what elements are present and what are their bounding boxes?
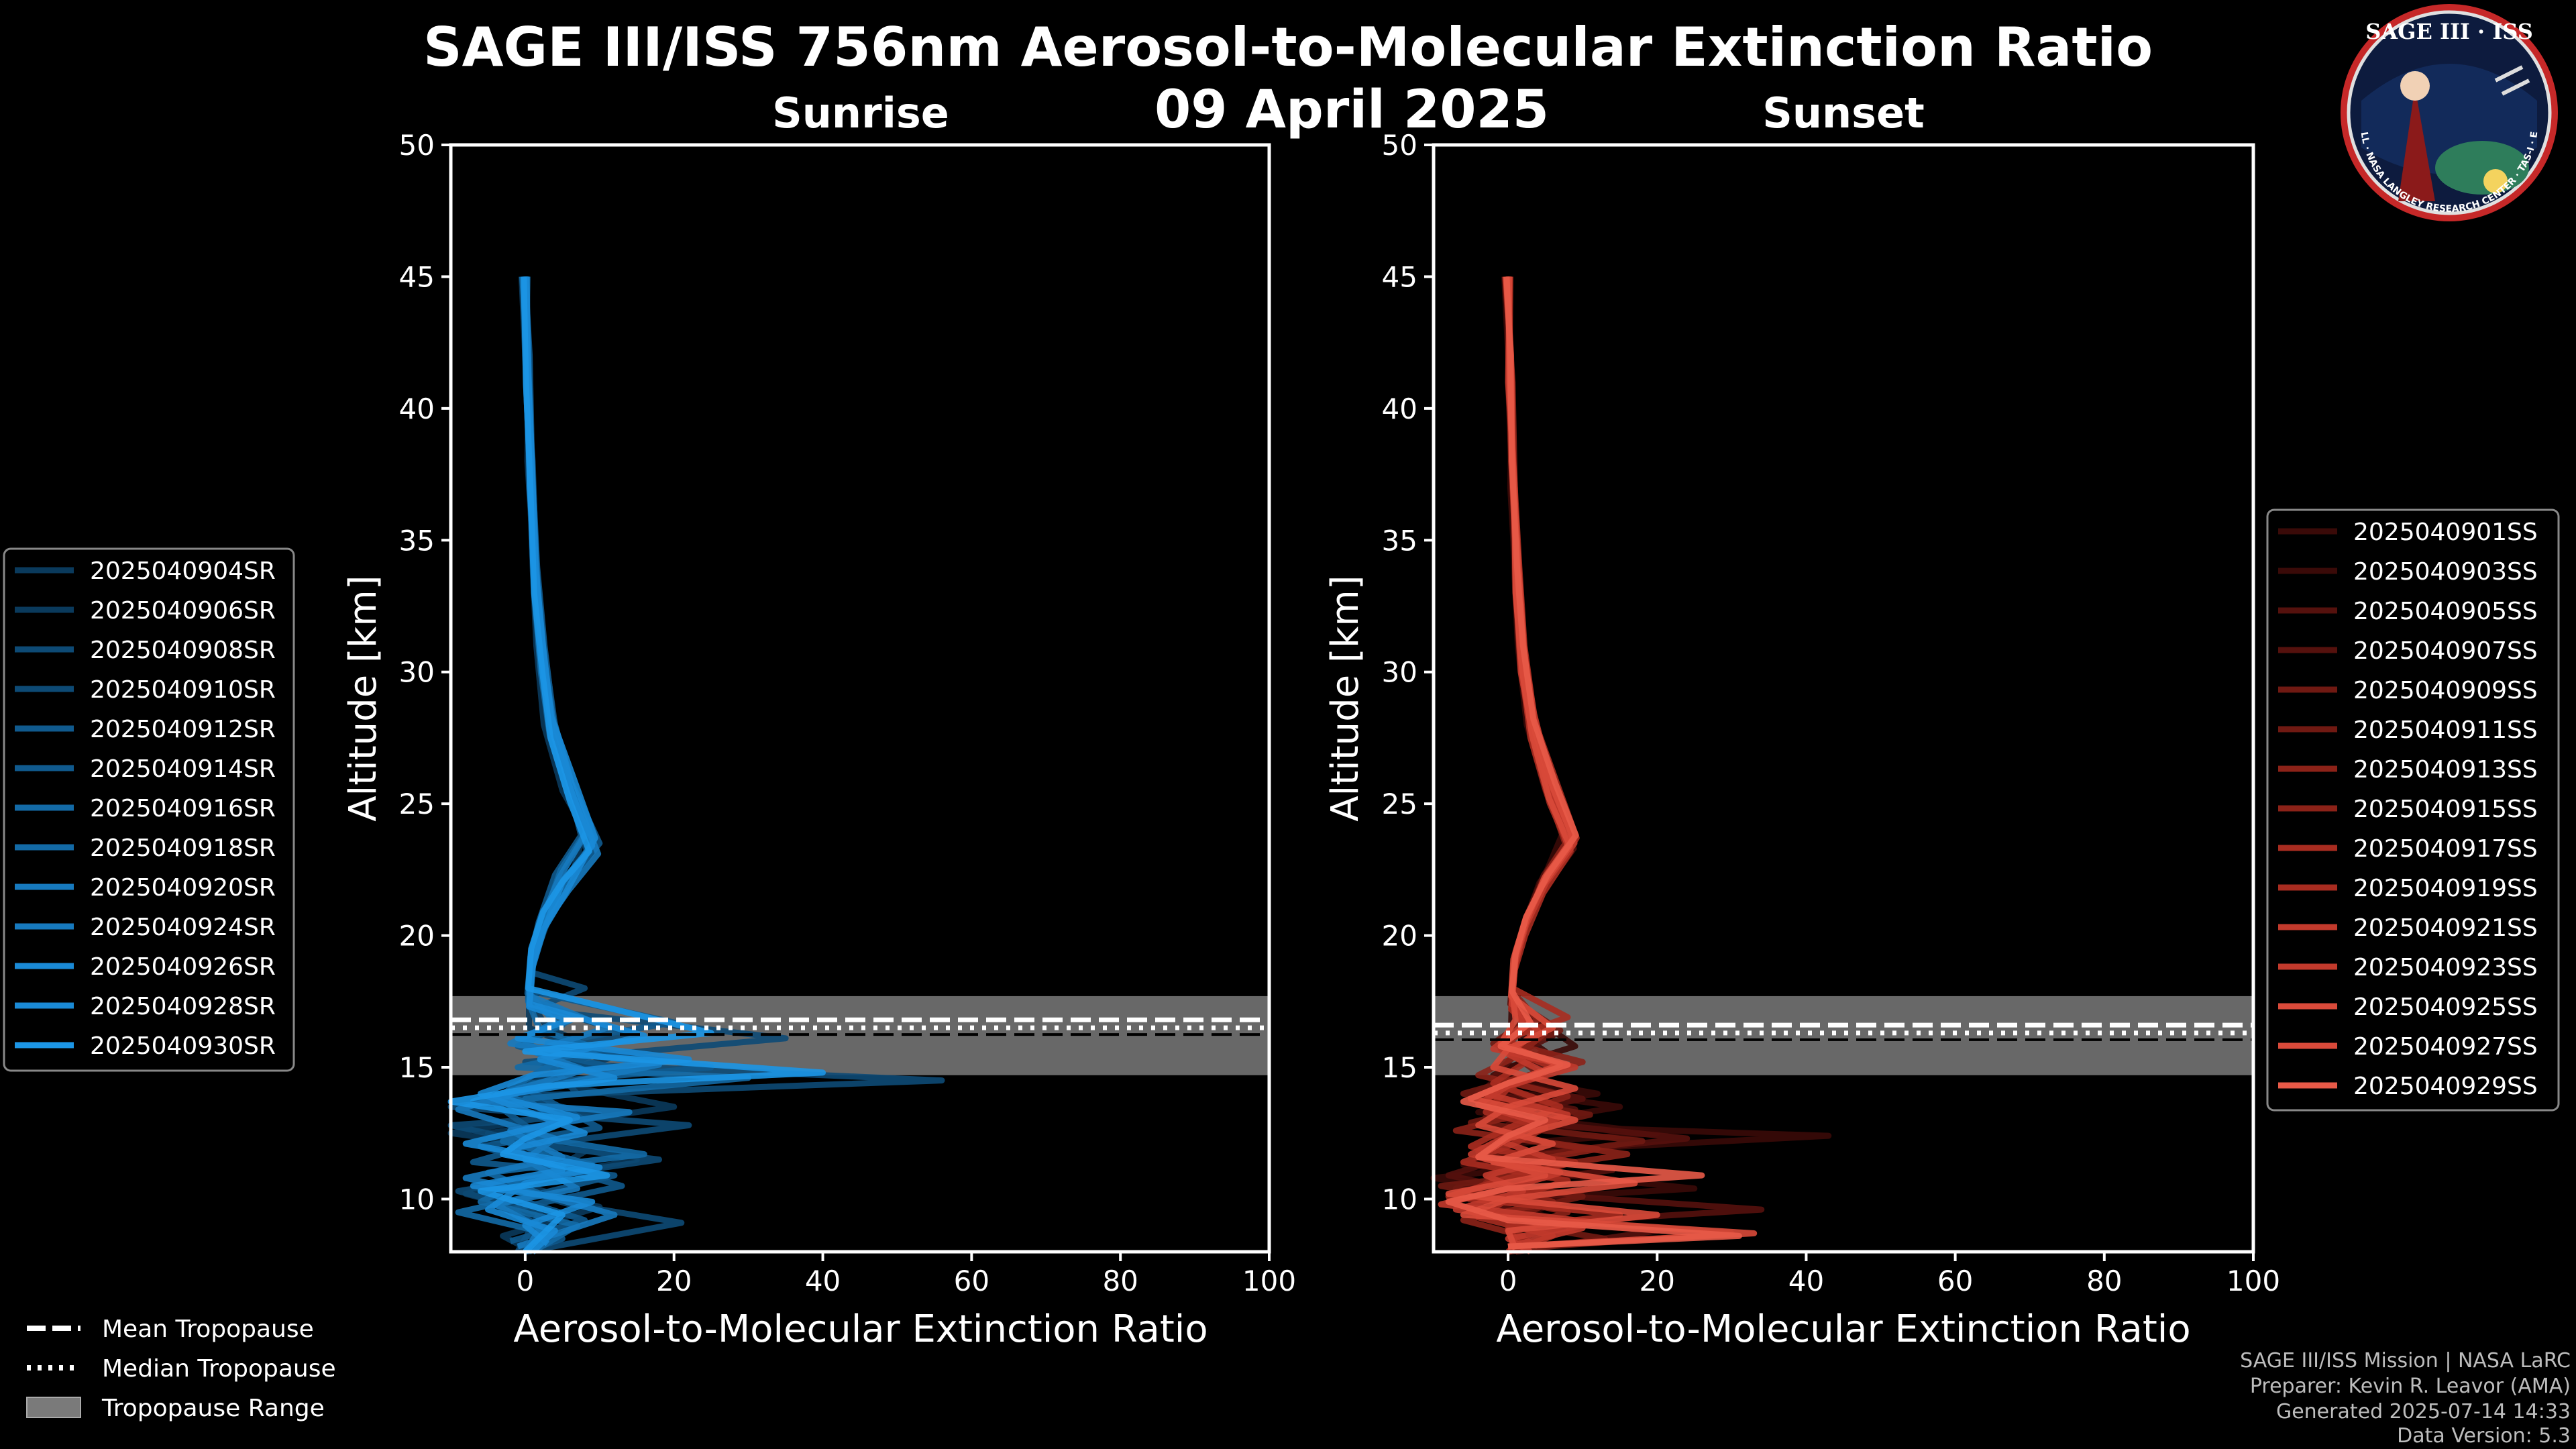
x-tick-label: 100 xyxy=(1242,1265,1296,1297)
series-line-2025040929SS xyxy=(1445,276,1742,1250)
legend-label-2025040927SS: 2025040927SS xyxy=(2353,1033,2538,1061)
median-tropopause-label: Median Tropopause xyxy=(102,1355,336,1383)
sunset-legend: 2025040901SS 2025040903SS 2025040905SS 2025… xyxy=(2266,508,2560,1112)
mean-tropopause-label: Mean Tropopause xyxy=(102,1316,314,1343)
y-tick-label: 25 xyxy=(399,788,435,820)
y-axis-label: Altitude [km] xyxy=(1324,575,1367,821)
legend-label-2025040911SS: 2025040911SS xyxy=(2353,716,2538,744)
y-tick-label: 50 xyxy=(399,129,435,162)
iss-icon xyxy=(2494,65,2530,96)
sunrise-panel: 0 20 40 60 80 100 10 15 20 25 30 35 40 45 50 Aerosol-t… xyxy=(341,129,1296,1351)
y-tick-label: 45 xyxy=(399,260,435,293)
x-axis-label: Aerosol-to-Molecular Extinction Ratio xyxy=(513,1307,1208,1351)
y-tick-label: 15 xyxy=(399,1051,435,1084)
legend-label-2025040912SR: 2025040912SR xyxy=(90,716,276,743)
x-tick-label: 0 xyxy=(1499,1265,1517,1297)
axes-frame xyxy=(1432,143,2255,1254)
y-tick-label: 40 xyxy=(399,392,435,425)
legend-label-2025040924SR: 2025040924SR xyxy=(90,914,276,941)
main-title: SAGE III/ISS 756nm Aerosol-to-Molecular … xyxy=(423,16,2153,78)
sunrise-legend: 2025040904SR 2025040906SR 2025040908SR 2025… xyxy=(3,547,295,1072)
y-tick-label: 50 xyxy=(1382,129,1417,162)
legend-label-2025040925SS: 2025040925SS xyxy=(2353,994,2538,1021)
legend-label-2025040928SR: 2025040928SR xyxy=(90,993,276,1020)
y-tick-label: 35 xyxy=(1382,524,1417,557)
legend-label-2025040907SS: 2025040907SS xyxy=(2353,637,2538,665)
x-tick-label: 20 xyxy=(656,1265,692,1297)
tropopause-range-label: Tropopause Range xyxy=(101,1395,325,1422)
x-tick-label: 80 xyxy=(1102,1265,1138,1297)
credit-preparer: Preparer: Kevin R. Leavor (AMA) xyxy=(2250,1375,2571,1398)
series-line-2025040928SR xyxy=(470,276,692,1246)
x-tick-label: 60 xyxy=(954,1265,989,1297)
x-tick-label: 80 xyxy=(2086,1265,2122,1297)
legend-label-2025040926SR: 2025040926SR xyxy=(90,953,276,981)
legend-label-2025040904SR: 2025040904SR xyxy=(90,557,276,585)
y-axis-label: Altitude [km] xyxy=(341,575,385,821)
y-tick-label: 30 xyxy=(399,656,435,689)
legend-label-2025040908SR: 2025040908SR xyxy=(90,637,276,664)
y-tick-label: 20 xyxy=(1382,920,1417,953)
legend-label-2025040906SR: 2025040906SR xyxy=(90,597,276,625)
y-tick-label: 45 xyxy=(1382,260,1417,293)
y-tick-label: 25 xyxy=(1382,788,1417,820)
legend-label-2025040901SS: 2025040901SS xyxy=(2353,519,2538,546)
legend-label-2025040913SS: 2025040913SS xyxy=(2353,756,2538,784)
credit-generated: Generated 2025-07-14 14:33 xyxy=(2276,1400,2571,1424)
credit-mission: SAGE III/ISS Mission | NASA LaRC xyxy=(2240,1349,2571,1373)
tropopause-legend: Mean Tropopause Median Tropopause Tropop… xyxy=(26,1316,336,1422)
logo-title: SAGE III · ISS xyxy=(2365,19,2533,44)
x-tick-label: 0 xyxy=(517,1265,535,1297)
y-tick-label: 35 xyxy=(399,524,435,557)
legend-frame xyxy=(3,547,295,1072)
legend-label-2025040919SS: 2025040919SS xyxy=(2353,875,2538,902)
wizard-head-icon xyxy=(2400,71,2430,101)
x-tick-label: 40 xyxy=(1788,1265,1824,1297)
legend-label-2025040929SS: 2025040929SS xyxy=(2353,1073,2538,1100)
legend-label-2025040905SS: 2025040905SS xyxy=(2353,598,2538,625)
legend-label-2025040914SR: 2025040914SR xyxy=(90,755,276,783)
y-tick-label: 20 xyxy=(399,920,435,953)
sunset-panel: 0 20 40 60 80 100 10 15 20 25 30 35 40 45 50 Aerosol-t… xyxy=(1324,129,2280,1351)
legend-label-2025040920SR: 2025040920SR xyxy=(90,874,276,902)
legend-label-2025040915SS: 2025040915SS xyxy=(2353,796,2538,823)
axes-frame xyxy=(449,143,1271,1254)
date-title: 09 April 2025 xyxy=(1155,80,1549,140)
credit-version: Data Version: 5.3 xyxy=(2397,1424,2571,1448)
x-tick-label: 20 xyxy=(1640,1265,1675,1297)
series-line-2025040927SS xyxy=(1460,276,1758,1250)
legend-label-2025040916SR: 2025040916SR xyxy=(90,795,276,822)
y-tick-label: 10 xyxy=(1382,1183,1417,1216)
x-tick-label: 60 xyxy=(1937,1265,1973,1297)
tropopause-range-swatch xyxy=(26,1397,81,1418)
x-tick-label: 40 xyxy=(805,1265,841,1297)
legend-label-2025040910SR: 2025040910SR xyxy=(90,676,276,704)
panel-title-sunrise: Sunrise xyxy=(772,89,949,138)
legend-label-2025040909SS: 2025040909SS xyxy=(2353,677,2538,704)
x-tick-label: 100 xyxy=(2226,1265,2280,1297)
legend-label-2025040918SR: 2025040918SR xyxy=(90,835,276,862)
panel-title-sunset: Sunset xyxy=(1762,89,1925,138)
legend-label-2025040930SR: 2025040930SR xyxy=(90,1032,276,1060)
legend-label-2025040921SS: 2025040921SS xyxy=(2353,914,2538,942)
sun-icon xyxy=(2483,169,2508,193)
legend-label-2025040923SS: 2025040923SS xyxy=(2353,954,2538,981)
series-line-2025040930SR xyxy=(447,276,826,1254)
legend-label-2025040903SS: 2025040903SS xyxy=(2353,558,2538,586)
y-tick-label: 10 xyxy=(399,1183,435,1216)
x-axis-label: Aerosol-to-Molecular Extinction Ratio xyxy=(1496,1307,2190,1351)
legend-frame xyxy=(2266,508,2560,1112)
wizard-icon xyxy=(2398,87,2435,201)
legend-label-2025040917SS: 2025040917SS xyxy=(2353,835,2538,863)
y-tick-label: 15 xyxy=(1382,1051,1417,1084)
y-tick-label: 30 xyxy=(1382,656,1417,689)
y-tick-label: 40 xyxy=(1382,392,1417,425)
credits: SAGE III/ISS Mission | NASA LaRC Prepare… xyxy=(2240,1349,2571,1448)
